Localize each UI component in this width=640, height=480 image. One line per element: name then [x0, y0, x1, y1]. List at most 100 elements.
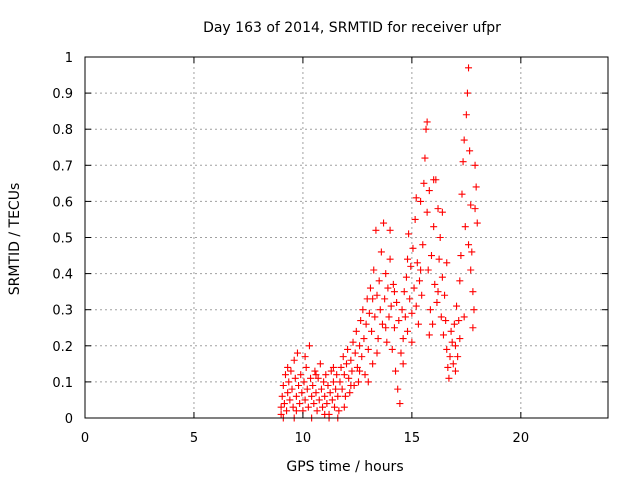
data-point: [421, 154, 429, 162]
data-point: [317, 385, 325, 393]
data-point: [395, 317, 403, 325]
data-point: [439, 331, 447, 339]
data-point: [297, 371, 305, 379]
data-point: [412, 302, 420, 310]
data-point: [280, 400, 288, 408]
data-point: [410, 284, 418, 292]
data-point: [346, 389, 354, 397]
data-point: [338, 385, 346, 393]
data-point: [354, 378, 362, 386]
data-point: [390, 324, 398, 332]
data-point: [300, 378, 308, 386]
y-tick-label: 0.5: [52, 232, 73, 247]
data-point: [460, 136, 468, 144]
data-point: [463, 89, 471, 97]
data-point: [434, 288, 442, 296]
data-point: [409, 244, 417, 252]
data-point: [473, 219, 481, 227]
data-point: [382, 324, 390, 332]
data-point: [349, 338, 357, 346]
data-point: [313, 407, 321, 415]
data-point: [368, 327, 376, 335]
data-point: [413, 259, 421, 267]
data-point: [334, 392, 342, 400]
x-tick-label: 15: [404, 431, 421, 446]
data-point: [322, 371, 330, 379]
data-point: [450, 320, 458, 328]
data-point: [281, 371, 289, 379]
data-point: [370, 266, 378, 274]
data-point: [356, 367, 364, 375]
data-point: [389, 280, 397, 288]
data-point: [443, 259, 451, 267]
data-point: [301, 396, 309, 404]
data-point: [373, 291, 381, 299]
data-point: [305, 342, 313, 350]
data-point: [329, 378, 337, 386]
data-points: [277, 64, 481, 422]
y-tick-label: 1: [65, 51, 73, 66]
data-point: [321, 392, 329, 400]
data-point: [277, 403, 285, 411]
data-point: [295, 382, 303, 390]
data-point: [335, 407, 343, 415]
data-point: [319, 403, 327, 411]
data-point: [414, 320, 422, 328]
data-point: [371, 313, 379, 321]
data-point: [333, 371, 341, 379]
data-point: [445, 374, 453, 382]
y-tick-label: 0.2: [52, 340, 73, 355]
data-point: [419, 241, 427, 249]
data-point: [386, 255, 394, 263]
data-point: [303, 385, 311, 393]
data-point: [353, 363, 361, 371]
data-point: [369, 360, 377, 368]
data-point: [316, 360, 324, 368]
data-point: [373, 349, 381, 357]
axis-ticks: 0 5 10 15 20 0 0.1 0.2 0.3 0.4 0.5 0.6 0.7 0.8 0.9 1: [52, 51, 608, 446]
data-point: [351, 349, 359, 357]
data-point: [465, 64, 473, 72]
data-point: [292, 392, 300, 400]
data-point: [340, 403, 348, 411]
data-point: [341, 392, 349, 400]
data-point: [279, 382, 287, 390]
data-point: [465, 241, 473, 249]
data-point: [446, 353, 454, 361]
data-point: [310, 400, 318, 408]
data-point: [392, 367, 400, 375]
data-point: [471, 205, 479, 213]
data-point: [292, 407, 300, 415]
data-point: [345, 374, 353, 382]
gridlines: [85, 57, 608, 418]
data-point: [293, 349, 301, 357]
data-point: [423, 118, 431, 126]
data-point: [386, 226, 394, 234]
data-point: [298, 389, 306, 397]
x-tick-label: 20: [513, 431, 530, 446]
data-point: [404, 327, 412, 335]
data-point: [331, 403, 339, 411]
data-point: [302, 363, 310, 371]
data-point: [470, 306, 478, 314]
y-tick-label: 0.6: [52, 195, 73, 210]
data-point: [324, 382, 332, 390]
data-point: [433, 298, 441, 306]
data-point: [375, 277, 383, 285]
data-point: [443, 345, 451, 353]
data-point: [385, 313, 393, 321]
data-point: [380, 219, 388, 227]
data-point: [441, 291, 449, 299]
data-point: [359, 306, 367, 314]
data-point: [336, 378, 344, 386]
data-point: [339, 353, 347, 361]
data-point: [429, 320, 437, 328]
data-point: [469, 288, 477, 296]
data-point: [328, 396, 336, 404]
data-point: [360, 335, 368, 343]
data-point: [427, 252, 435, 260]
data-point: [377, 248, 385, 256]
data-point: [471, 161, 479, 169]
data-point: [406, 295, 414, 303]
